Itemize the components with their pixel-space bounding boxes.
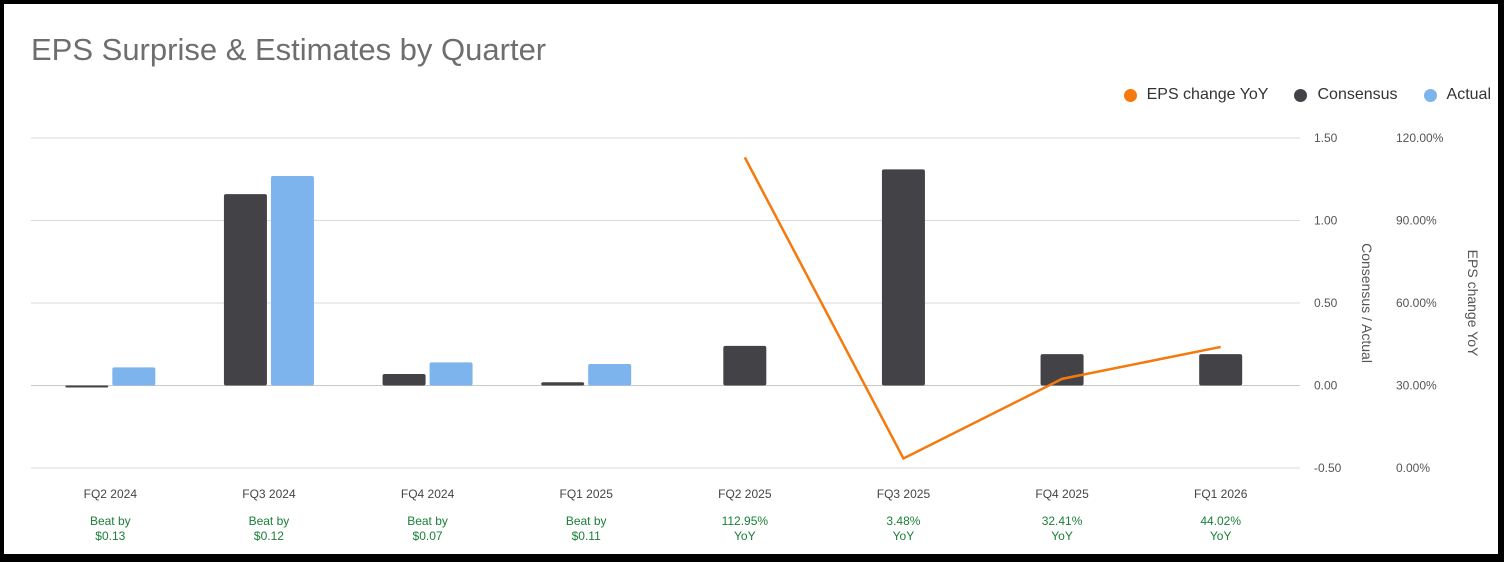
x-tick-label: FQ2 2024 <box>84 487 138 501</box>
annotation-line-1: 44.02% <box>1200 514 1241 528</box>
annotation-line-2: YoY <box>1051 529 1073 543</box>
y-left-axis-title: Consensus / Actual <box>1359 243 1375 363</box>
bar-actual <box>112 367 156 386</box>
bar-actual <box>270 175 314 386</box>
chart-title: EPS Surprise & Estimates by Quarter <box>31 32 547 67</box>
x-tick-label: FQ4 2025 <box>1035 487 1089 501</box>
y-right-tick-label: 120.00% <box>1396 131 1444 145</box>
legend-label: Actual <box>1446 86 1491 103</box>
annotation-line-1: Beat by <box>407 514 448 528</box>
y-left-tick-label: 0.50 <box>1314 296 1338 310</box>
bar-actual <box>429 362 473 386</box>
x-tick-label: FQ2 2025 <box>718 487 772 501</box>
y-right-axis-title: EPS change YoY <box>1465 250 1481 357</box>
x-tick-label: FQ1 2026 <box>1194 487 1248 501</box>
bar-consensus <box>1199 354 1243 386</box>
chart-legend: EPS change YoY Consensus Actual <box>1123 86 1491 104</box>
y-right-tick-label: 0.00% <box>1396 461 1430 475</box>
bar-actual <box>588 364 632 386</box>
annotation-line-2: $0.12 <box>254 529 284 543</box>
legend-item-eps-change[interactable]: EPS change YoY <box>1123 86 1269 104</box>
bar-consensus <box>65 385 109 388</box>
annotation-line-1: Beat by <box>249 514 290 528</box>
bar-consensus <box>881 169 925 386</box>
annotation-line-1: 3.48% <box>886 514 920 528</box>
y-right-tick-label: 30.00% <box>1396 379 1437 393</box>
annotation-line-2: YoY <box>1210 529 1232 543</box>
x-tick-label: FQ3 2025 <box>877 487 931 501</box>
annotation-line-2: YoY <box>734 529 756 543</box>
chart-frame: EPS Surprise & Estimates by Quarter EPS … <box>4 4 1498 554</box>
y-left-tick-label: 1.00 <box>1314 214 1338 228</box>
bar-consensus <box>723 345 767 386</box>
annotation-line-1: 32.41% <box>1042 514 1083 528</box>
legend-item-consensus[interactable]: Consensus <box>1294 86 1398 104</box>
bar-consensus <box>223 194 267 386</box>
bar-consensus <box>541 382 585 386</box>
y-left-tick-label: 0.00 <box>1314 379 1338 393</box>
legend-circle-icon <box>1123 88 1137 102</box>
chart-plot: 1.50 1.00 0.50 0.00 -0.50 120.00% 90.00% 60.00%… <box>31 131 1481 543</box>
legend-circle-icon <box>1294 88 1308 102</box>
legend-label: Consensus <box>1317 86 1398 103</box>
annotation-line-2: $0.13 <box>95 529 125 543</box>
x-tick-label: FQ3 2024 <box>242 487 296 501</box>
y-right-tick-label: 60.00% <box>1396 296 1437 310</box>
annotation-line-1: 112.95% <box>722 514 769 528</box>
legend-label: EPS change YoY <box>1146 86 1269 103</box>
bar-consensus <box>1040 354 1084 386</box>
legend-circle-icon <box>1423 88 1437 102</box>
x-tick-label: FQ4 2024 <box>401 487 455 501</box>
annotation-line-2: $0.11 <box>572 529 601 543</box>
x-tick-label: FQ1 2025 <box>560 487 614 501</box>
annotation-line-2: $0.07 <box>413 529 443 543</box>
y-right-tick-label: 90.00% <box>1396 214 1437 228</box>
annotation-line-2: YoY <box>893 529 915 543</box>
y-left-tick-label: -0.50 <box>1314 461 1342 475</box>
bar-consensus <box>382 373 426 386</box>
legend-item-actual[interactable]: Actual <box>1423 86 1491 104</box>
y-left-tick-label: 1.50 <box>1314 131 1338 145</box>
series-line-eps-change <box>743 156 1221 461</box>
annotation-line-1: Beat by <box>90 514 131 528</box>
annotation-line-1: Beat by <box>566 514 607 528</box>
